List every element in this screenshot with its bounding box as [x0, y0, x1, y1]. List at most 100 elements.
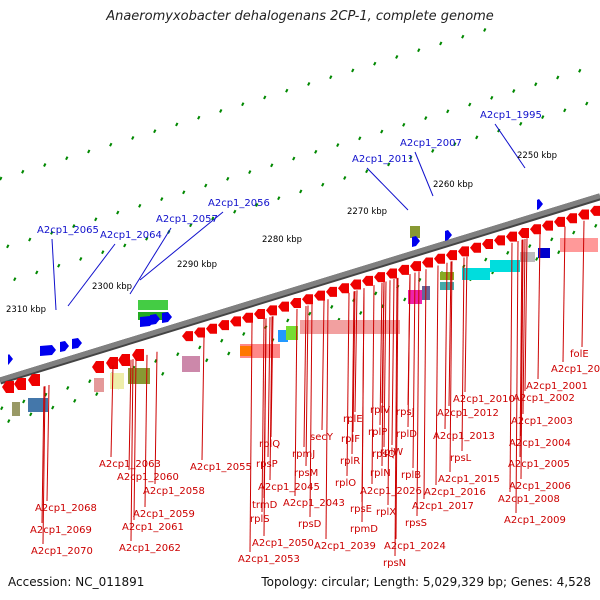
gene-label: A2cp1_2064	[100, 230, 162, 241]
tick-mark	[446, 109, 450, 114]
label-leader	[269, 316, 273, 481]
tick-mark	[519, 121, 523, 126]
gene-label: A2cp1_2011	[352, 154, 414, 165]
label-leader	[494, 123, 526, 169]
gene-label: A2cp1_2008	[498, 494, 560, 505]
tick-mark	[233, 209, 237, 214]
tick-mark	[484, 257, 488, 262]
gene-label: folE	[570, 349, 589, 360]
tick-mark	[365, 169, 369, 174]
gene-label: rpsD	[298, 519, 322, 530]
gene-label: rplX	[376, 507, 396, 518]
gene-label: rpsN	[383, 558, 406, 569]
tick-mark	[351, 68, 355, 73]
reverse-gene	[132, 349, 144, 361]
label-leader	[391, 279, 395, 446]
forward-gene	[445, 230, 452, 241]
gene-label: A2cp1_2002	[513, 393, 575, 404]
label-leader	[524, 238, 528, 392]
tick-mark	[585, 101, 589, 106]
tick-mark	[95, 392, 99, 396]
reverse-gene	[350, 279, 361, 290]
backbone-layer	[0, 193, 600, 385]
tick-mark	[417, 48, 421, 53]
feature-band	[128, 368, 150, 384]
label-leader	[294, 308, 298, 497]
tick-mark	[220, 338, 224, 343]
tick-mark	[255, 202, 259, 207]
reverse-gene	[254, 309, 265, 320]
gene-label: A2cp1_2016	[424, 487, 486, 498]
gene-label: rpsP	[256, 459, 278, 470]
label-line-layer	[41, 123, 585, 557]
label-leader	[133, 358, 137, 521]
gene-label: A2cp1_1995	[480, 110, 542, 121]
tick-mark	[594, 223, 598, 228]
reverse-gene	[578, 209, 589, 220]
forward-gene	[60, 341, 69, 352]
label-leader	[394, 278, 398, 557]
gene-label: rpsQ	[372, 449, 396, 460]
gene-label: rpsL	[450, 453, 472, 464]
gene-label: A2cp1_2063	[99, 459, 161, 470]
reverse-gene	[542, 220, 553, 231]
tick-mark	[431, 148, 435, 153]
label-leader	[381, 282, 385, 467]
feature-band	[286, 326, 298, 340]
label-leader	[366, 167, 409, 211]
label-leader	[42, 386, 46, 545]
tick-mark	[468, 102, 472, 107]
tick-mark	[101, 250, 105, 255]
label-leader	[520, 239, 524, 480]
tick-mark	[87, 149, 91, 154]
gene-label: A2cp1_2026	[360, 486, 422, 497]
tick-mark	[490, 95, 494, 100]
gene-label: A2cp1_2007	[400, 138, 462, 149]
forward-gene	[537, 199, 543, 210]
label-leader	[354, 290, 358, 413]
reverse-gene	[278, 301, 289, 312]
label-leader	[371, 285, 375, 485]
gene-label: trmD	[252, 500, 278, 511]
tick-mark	[72, 224, 76, 229]
label-leader	[387, 280, 391, 506]
tick-mark	[329, 75, 333, 80]
tick-mark	[205, 358, 209, 363]
label-leader	[515, 240, 519, 514]
tick-mark	[0, 176, 3, 181]
tick-mark	[204, 183, 208, 188]
kbp-label: 2280 kbp	[262, 235, 302, 245]
tick-mark	[578, 68, 582, 73]
reverse-gene	[446, 250, 457, 261]
label-leader	[448, 261, 452, 407]
tick-mark	[512, 89, 516, 93]
feature-band	[490, 260, 520, 272]
reverse-gene	[374, 272, 385, 283]
label-leader	[46, 384, 50, 502]
gene-label: A2cp1_2012	[437, 408, 499, 419]
tick-mark	[198, 345, 202, 350]
tick-mark	[29, 412, 33, 417]
tick-mark	[189, 223, 193, 228]
gene-label: rplN	[370, 468, 391, 479]
label-leader	[249, 322, 253, 553]
gene-label: A2cp1_2056	[208, 198, 270, 209]
reverse-gene	[422, 257, 433, 268]
reverse-gene	[470, 242, 481, 253]
gene-label: A2cp1_2058	[143, 486, 205, 497]
tick-mark	[475, 135, 479, 140]
tick-mark	[226, 176, 230, 181]
tick-mark	[94, 217, 98, 222]
label-leader	[201, 337, 205, 461]
label-leader	[435, 265, 439, 486]
label-leader	[522, 238, 526, 415]
band-layer	[12, 226, 598, 416]
tick-mark	[277, 196, 281, 201]
gene-label: A2cp1_2050	[252, 538, 314, 549]
forward-gene	[8, 354, 13, 365]
tick-mark	[197, 115, 201, 120]
feature-band	[410, 226, 420, 238]
feature-band	[28, 398, 48, 412]
reverse-gene	[106, 357, 118, 369]
tick-mark	[292, 156, 296, 161]
